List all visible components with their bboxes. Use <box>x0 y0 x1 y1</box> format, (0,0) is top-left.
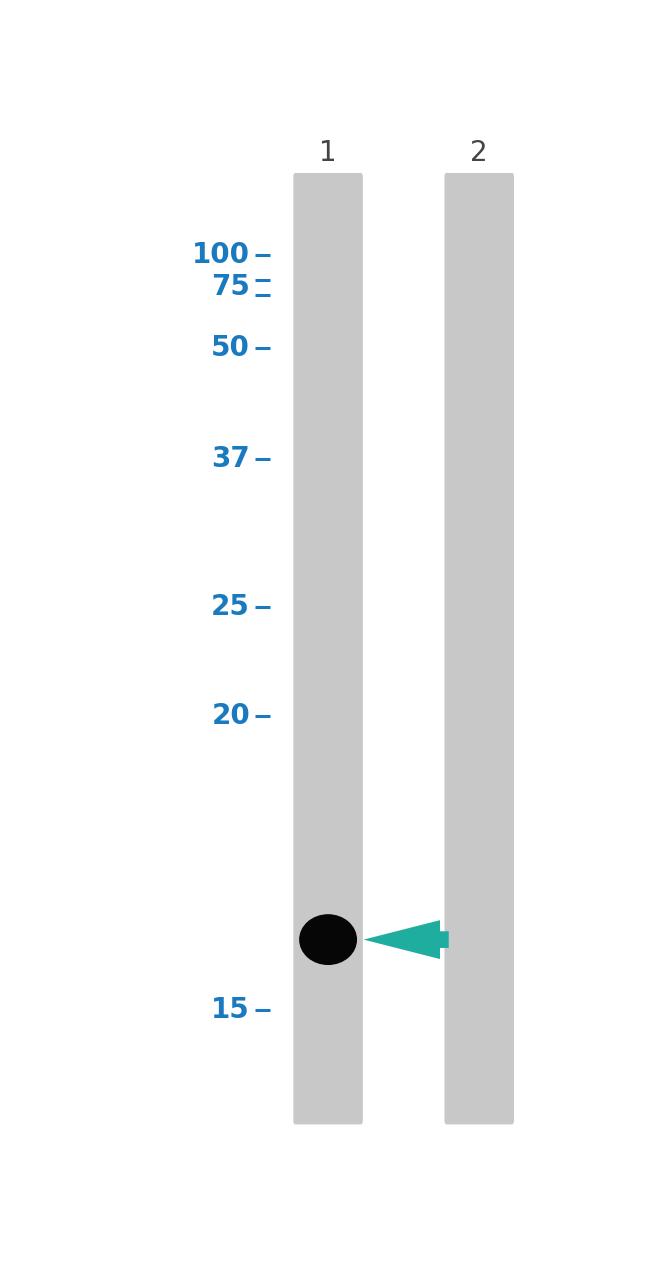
Text: 20: 20 <box>211 701 250 730</box>
Ellipse shape <box>299 914 357 965</box>
Text: 75: 75 <box>211 273 250 301</box>
FancyBboxPatch shape <box>445 173 514 1124</box>
Text: 37: 37 <box>211 446 250 474</box>
Text: 50: 50 <box>211 334 250 362</box>
Text: 100: 100 <box>192 241 250 269</box>
Text: 25: 25 <box>211 593 250 621</box>
Text: 15: 15 <box>211 996 250 1024</box>
FancyBboxPatch shape <box>293 173 363 1124</box>
Text: 1: 1 <box>319 140 337 168</box>
Text: 2: 2 <box>471 140 488 168</box>
